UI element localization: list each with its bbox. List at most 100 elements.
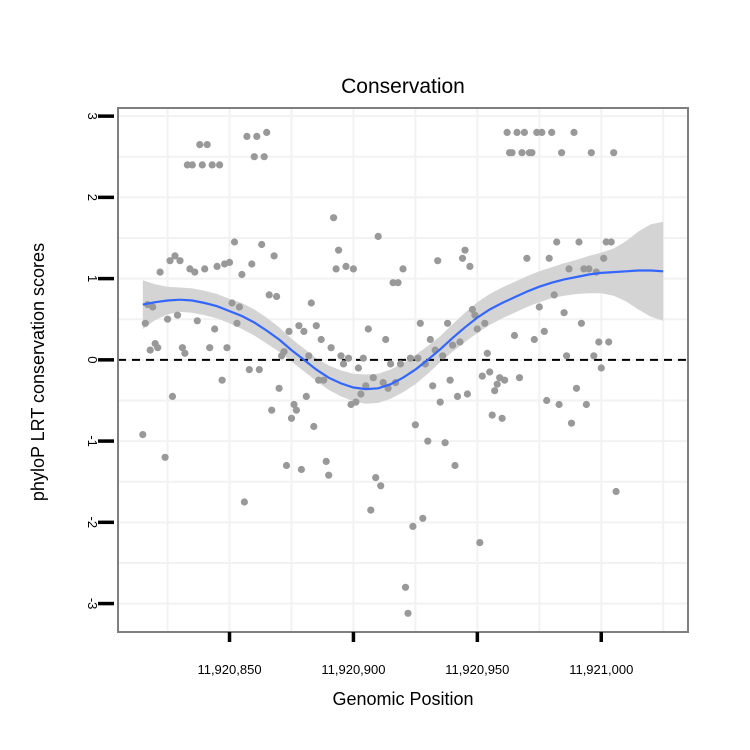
data-point <box>310 422 318 431</box>
data-point <box>191 268 199 276</box>
data-point <box>154 344 162 352</box>
data-point <box>518 149 526 157</box>
data-point <box>466 262 474 270</box>
data-point <box>396 360 405 368</box>
data-point <box>354 364 362 372</box>
data-point <box>325 471 333 479</box>
data-point <box>540 327 548 335</box>
data-point <box>436 398 444 406</box>
data-point <box>196 141 204 149</box>
data-point <box>203 141 211 149</box>
data-point <box>458 254 467 262</box>
y-tick-label: 1 <box>85 275 100 282</box>
data-point <box>486 368 494 376</box>
data-point <box>446 376 454 384</box>
data-point <box>327 344 335 352</box>
data-point <box>585 265 593 273</box>
data-point <box>208 161 216 169</box>
data-point <box>453 392 462 400</box>
data-point <box>612 487 620 496</box>
x-axis-title: Genomic Position <box>332 689 473 709</box>
data-point <box>287 414 296 422</box>
data-point <box>216 161 224 169</box>
data-point <box>312 322 320 330</box>
data-point <box>515 374 524 382</box>
data-point <box>563 352 571 360</box>
data-point <box>387 360 395 368</box>
y-tick-label: -2 <box>85 517 100 529</box>
data-point <box>139 431 147 439</box>
panel-border <box>117 107 689 633</box>
data-point <box>575 238 583 246</box>
data-point <box>530 335 538 344</box>
data-point <box>456 338 464 346</box>
axis-ticks <box>98 114 604 642</box>
data-point <box>491 387 499 395</box>
data-point <box>555 400 563 409</box>
data-point <box>451 461 459 470</box>
data-point <box>483 349 491 357</box>
data-point <box>419 514 427 522</box>
data-point <box>164 315 172 323</box>
data-point <box>265 291 273 299</box>
data-point <box>553 238 561 246</box>
data-point <box>339 360 348 368</box>
data-point <box>473 325 481 333</box>
data-point <box>364 325 372 333</box>
data-point <box>461 246 469 254</box>
data-point <box>332 265 340 273</box>
data-point <box>330 214 338 222</box>
data-point <box>315 376 323 384</box>
data-point <box>322 457 330 465</box>
data-point <box>290 400 298 409</box>
data-point <box>320 376 328 384</box>
data-point <box>493 380 501 388</box>
data-point <box>513 128 521 136</box>
data-point <box>250 153 258 161</box>
data-point <box>577 319 586 327</box>
data-point <box>528 149 536 157</box>
data-point <box>600 254 608 262</box>
data-point <box>171 252 179 260</box>
data-point <box>409 522 417 531</box>
axis-tick-labels: 11,920,850 11,920,900 11,920,950 11,921,000… <box>85 112 633 677</box>
data-point <box>282 461 291 470</box>
data-point <box>176 257 184 265</box>
data-point <box>607 238 615 246</box>
data-point <box>533 128 541 136</box>
data-point <box>337 352 345 360</box>
data-point <box>550 291 558 299</box>
data-point <box>508 149 516 157</box>
confidence-band <box>142 221 664 404</box>
data-point <box>394 279 402 287</box>
data-point <box>501 376 509 384</box>
data-point <box>498 414 506 422</box>
data-point <box>307 299 315 307</box>
data-point <box>374 232 382 240</box>
data-point <box>233 319 241 327</box>
data-point <box>449 341 457 349</box>
data-point <box>305 352 313 360</box>
data-point <box>238 270 246 279</box>
data-point <box>349 265 357 273</box>
data-point <box>372 474 380 482</box>
data-point <box>211 325 219 333</box>
y-tick-label: -3 <box>85 598 100 610</box>
data-point <box>268 406 276 414</box>
data-point <box>404 609 412 617</box>
data-point <box>424 437 432 445</box>
data-point <box>230 238 239 246</box>
data-point <box>275 384 283 392</box>
data-point <box>382 335 390 344</box>
data-point <box>597 364 605 372</box>
data-point <box>595 338 603 346</box>
data-point <box>263 128 271 136</box>
data-point <box>206 344 214 352</box>
data-point <box>149 303 157 311</box>
data-point <box>270 252 278 260</box>
loess-line <box>142 269 664 391</box>
data-point <box>439 352 447 360</box>
data-point <box>411 421 419 429</box>
data-point <box>228 299 236 307</box>
